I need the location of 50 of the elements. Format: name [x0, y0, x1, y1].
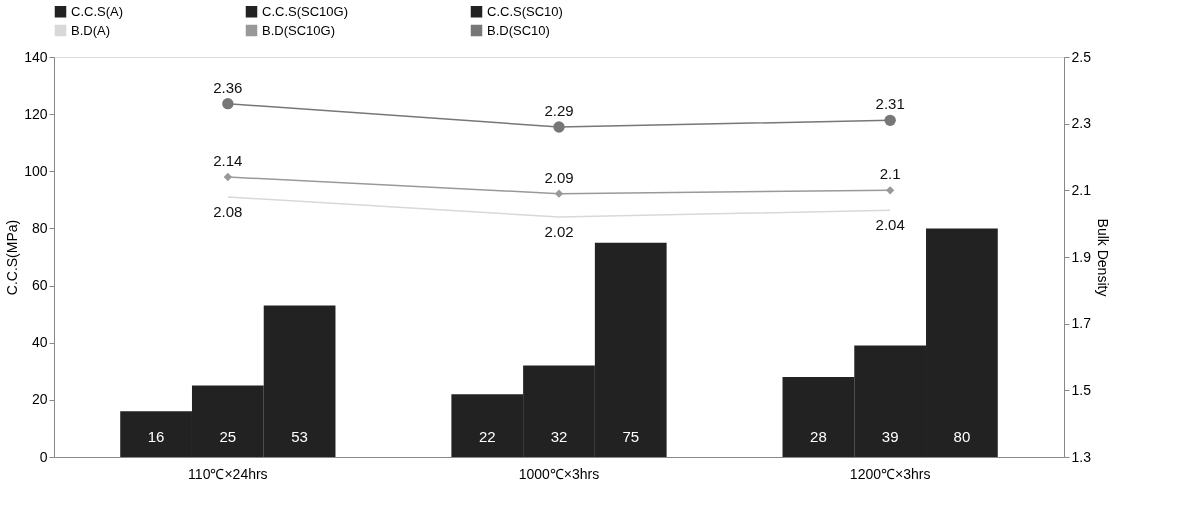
data-label: 32: [550, 428, 568, 445]
data-label: 2.29: [544, 102, 574, 119]
x-tick-label: 110℃×24hrs: [188, 465, 268, 482]
y-tick-label: 20: [31, 391, 48, 408]
x-tick-label: 1200℃×3hrs: [849, 465, 931, 482]
data-label: 53: [291, 428, 308, 445]
y-tick-label: 120: [24, 105, 48, 122]
y-tick-label: 40: [31, 334, 48, 351]
legend-label: B.D(A): [71, 22, 110, 38]
data-label: 2.04: [875, 216, 905, 234]
y-tick-label: 60: [31, 277, 48, 294]
data-label: 75: [622, 428, 640, 445]
point: [885, 186, 895, 195]
y-tick-label: 140: [24, 48, 48, 65]
legend-label: B.D(SC10G): [262, 22, 335, 38]
y2-axis-title: Bulk Density: [1094, 218, 1111, 297]
point: [553, 121, 565, 133]
data-label: 2.31: [875, 95, 905, 113]
y2-tick-label: 1.5: [1071, 381, 1092, 398]
y2-tick-label: 1.3: [1071, 448, 1092, 465]
point: [554, 189, 564, 198]
y2-tick-label: 2.1: [1071, 181, 1092, 198]
y2-tick-label: 2.3: [1071, 115, 1092, 132]
data-label: 28: [810, 428, 827, 445]
legend-label: C.C.S(SC10): [487, 3, 563, 19]
data-label: 2.09: [544, 168, 574, 186]
y2-tick-label: 2.5: [1071, 48, 1092, 65]
data-label: 2.36: [213, 78, 243, 96]
y2-tick-label: 1.7: [1071, 315, 1092, 332]
data-label: 2.08: [213, 203, 243, 220]
legend-label: C.C.S(SC10G): [262, 3, 348, 19]
y-axis-title: C.C.S(MPa): [4, 219, 21, 296]
data-label: 39: [881, 428, 899, 445]
point: [223, 172, 233, 182]
y-tick-label: 80: [31, 219, 48, 236]
point: [884, 114, 896, 127]
data-label: 16: [147, 428, 165, 445]
point: [222, 97, 234, 110]
data-label: 80: [953, 428, 971, 445]
x-tick-label: 1000℃×3hrs: [518, 465, 600, 482]
y-tick-label: 100: [24, 162, 48, 179]
data-label: 2.14: [213, 152, 243, 169]
y-tick-label: 0: [39, 448, 48, 465]
legend-label: B.D(SC10): [487, 22, 550, 38]
legend-label: C.C.S(A): [71, 3, 123, 19]
y2-tick-label: 1.9: [1071, 248, 1092, 265]
data-label: 22: [478, 428, 496, 445]
data-label: 2.1: [879, 165, 901, 183]
data-label: 25: [219, 428, 237, 445]
data-label: 2.02: [544, 223, 574, 240]
